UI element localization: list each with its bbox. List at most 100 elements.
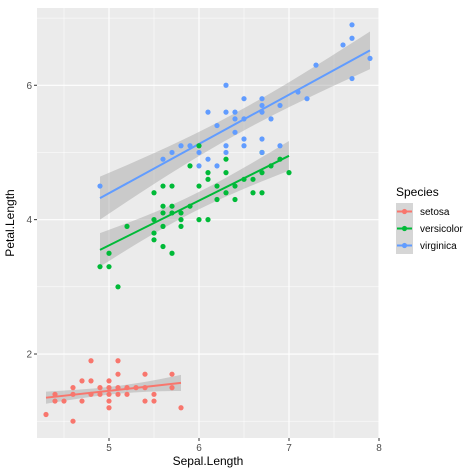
data-point-virginica <box>277 102 283 109</box>
data-point-setosa <box>88 391 94 397</box>
data-point-virginica <box>223 109 229 115</box>
confidence-band-setosa <box>46 374 181 404</box>
data-point-versicolor <box>232 183 238 189</box>
data-point-virginica <box>196 163 202 169</box>
data-point-versicolor <box>241 176 247 182</box>
data-point-setosa <box>43 411 49 418</box>
data-point-versicolor <box>250 176 256 182</box>
data-point-virginica <box>205 156 211 162</box>
data-point-versicolor <box>97 264 103 270</box>
data-point-virginica <box>187 143 193 149</box>
y-tick-label: 2 <box>26 350 32 361</box>
data-point-setosa <box>70 391 76 397</box>
regression-line-versicolor <box>99 154 290 251</box>
data-point-versicolor <box>151 237 157 243</box>
data-point-virginica <box>259 102 265 109</box>
data-point-virginica <box>295 89 301 95</box>
data-point-setosa <box>70 385 76 391</box>
data-point-setosa <box>97 385 103 391</box>
data-point-virginica <box>160 156 166 162</box>
data-point-virginica <box>313 62 319 68</box>
data-point-setosa <box>124 385 130 391</box>
data-point-virginica <box>268 116 274 122</box>
data-point-versicolor <box>160 223 166 229</box>
data-point-setosa <box>124 391 130 397</box>
data-point-versicolor <box>259 190 265 196</box>
data-point-virginica <box>97 183 103 189</box>
data-point-versicolor <box>196 143 202 149</box>
data-point-setosa <box>70 418 76 424</box>
data-point-versicolor <box>277 156 283 162</box>
data-point-setosa <box>97 391 103 397</box>
data-point-virginica <box>223 82 229 88</box>
regression-line-virginica <box>99 49 371 200</box>
data-point-setosa <box>52 391 58 397</box>
data-point-versicolor <box>169 210 175 216</box>
data-point-virginica <box>259 109 265 115</box>
data-point-virginica <box>223 143 229 149</box>
legend: Species setosa versicolor virginica <box>396 185 463 254</box>
data-point-virginica <box>259 149 265 156</box>
data-point-versicolor <box>286 170 292 176</box>
y-tick-label: 6 <box>26 81 32 92</box>
legend-point-setosa <box>401 208 408 215</box>
data-point-virginica <box>196 149 202 156</box>
data-point-versicolor <box>160 203 166 209</box>
legend-label-versicolor: versicolor <box>420 224 463 235</box>
data-point-versicolor <box>178 223 184 229</box>
data-point-versicolor <box>151 190 157 196</box>
data-point-versicolor <box>169 250 175 256</box>
data-point-versicolor <box>223 190 229 196</box>
data-point-virginica <box>349 35 355 41</box>
data-point-versicolor <box>187 203 193 209</box>
data-point-versicolor <box>205 217 211 223</box>
data-point-setosa <box>142 371 148 377</box>
data-point-virginica <box>349 75 355 82</box>
data-point-versicolor <box>223 156 229 162</box>
data-point-versicolor <box>160 183 166 189</box>
data-point-setosa <box>142 398 148 404</box>
x-tick-label: 5 <box>106 443 112 454</box>
data-point-versicolor <box>178 210 184 216</box>
legend-point-versicolor <box>401 225 408 232</box>
data-point-setosa <box>142 385 148 391</box>
data-point-versicolor <box>106 264 112 270</box>
data-point-versicolor <box>214 183 220 189</box>
data-point-versicolor <box>115 284 121 290</box>
confidence-band-virginica <box>100 31 370 220</box>
data-point-setosa <box>106 405 112 411</box>
data-point-virginica <box>241 96 247 102</box>
data-point-setosa <box>79 398 85 404</box>
data-point-virginica <box>178 143 184 149</box>
data-points <box>43 22 373 424</box>
regression-line-setosa <box>45 381 182 399</box>
data-point-versicolor <box>169 203 175 209</box>
data-point-versicolor <box>232 196 238 203</box>
data-point-setosa <box>52 398 58 404</box>
data-point-virginica <box>277 143 283 149</box>
data-point-versicolor <box>259 170 265 176</box>
data-point-setosa <box>88 378 94 384</box>
data-point-versicolor <box>214 196 220 203</box>
data-point-virginica <box>232 116 238 122</box>
data-point-virginica <box>367 55 373 61</box>
data-point-setosa <box>178 405 184 411</box>
data-point-setosa <box>133 385 139 391</box>
x-tick-label: 8 <box>376 443 382 454</box>
data-point-versicolor <box>268 163 274 169</box>
data-point-setosa <box>151 398 157 404</box>
data-point-virginica <box>232 109 238 115</box>
data-point-virginica <box>304 96 310 102</box>
data-point-virginica <box>241 143 247 149</box>
data-point-versicolor <box>196 217 202 223</box>
data-point-virginica <box>241 136 247 142</box>
data-point-setosa <box>106 378 112 384</box>
data-point-setosa <box>106 398 112 404</box>
data-point-setosa <box>115 358 121 364</box>
data-point-virginica <box>223 149 229 156</box>
x-tick-label: 7 <box>286 443 292 454</box>
y-axis-title: Petal.Length <box>3 189 17 256</box>
data-point-virginica <box>232 129 238 135</box>
data-point-versicolor <box>187 163 193 169</box>
regression-lines <box>45 49 371 399</box>
